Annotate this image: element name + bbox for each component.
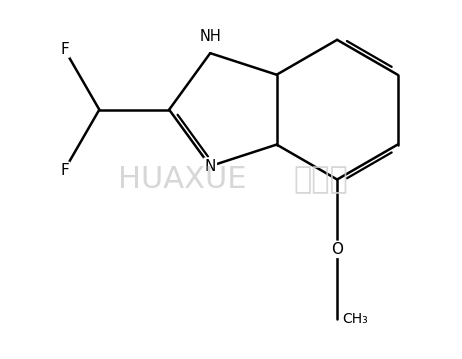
Text: F: F bbox=[60, 163, 69, 178]
Text: N: N bbox=[205, 159, 216, 174]
Text: 化学加: 化学加 bbox=[294, 165, 349, 194]
Text: CH₃: CH₃ bbox=[342, 312, 368, 326]
Text: F: F bbox=[60, 42, 69, 57]
Text: O: O bbox=[331, 242, 343, 257]
Text: HUAXUE: HUAXUE bbox=[117, 165, 246, 194]
Text: NH: NH bbox=[199, 29, 221, 44]
